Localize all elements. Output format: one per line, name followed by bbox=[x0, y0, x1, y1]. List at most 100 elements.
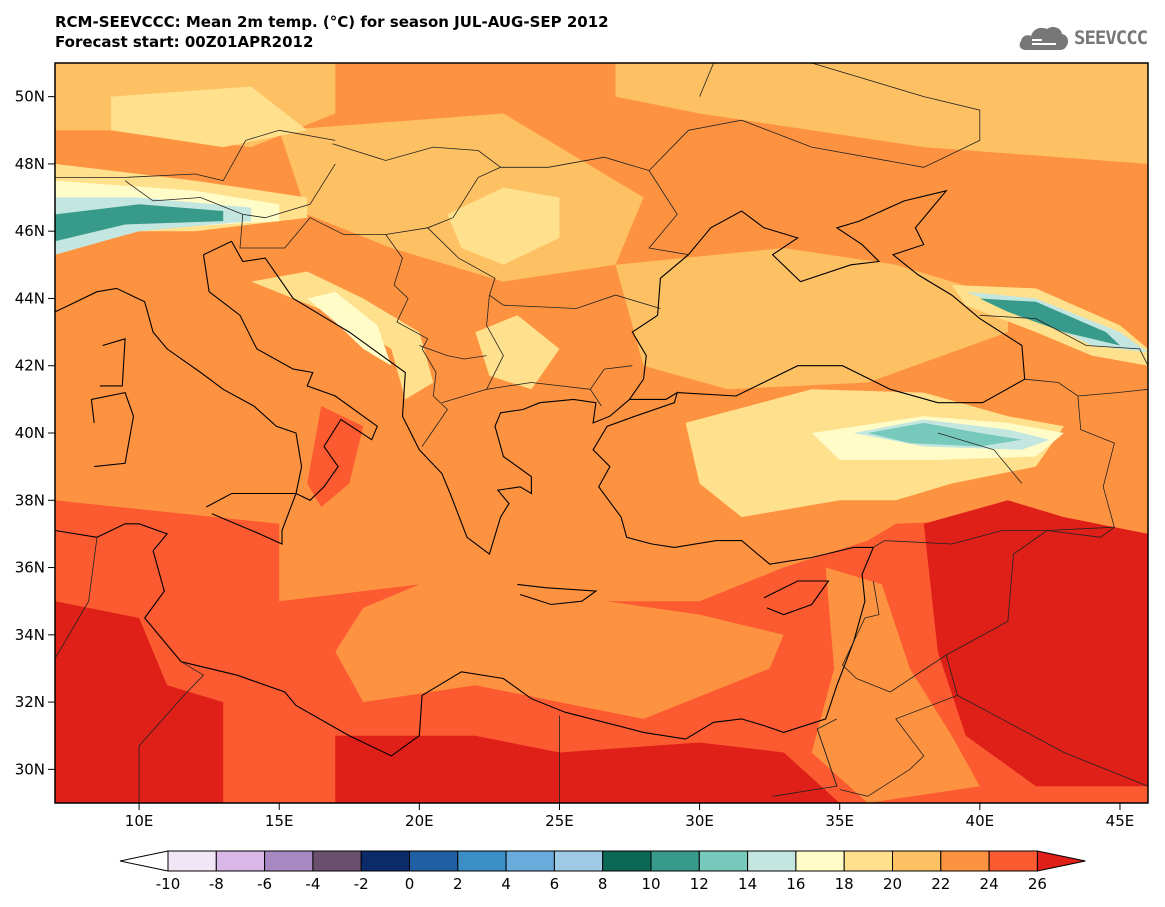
temp-region bbox=[979, 298, 1120, 346]
country-border bbox=[589, 389, 602, 407]
colorbar-bin bbox=[892, 850, 942, 872]
temp-region bbox=[335, 584, 784, 719]
colorbar-bin bbox=[360, 850, 411, 872]
lat-tick-label: 48N bbox=[15, 155, 45, 173]
coastline bbox=[629, 189, 1026, 404]
lat-tick-label: 42N bbox=[15, 357, 45, 375]
colorbar-bin bbox=[457, 850, 507, 872]
lon-tick-label: 40E bbox=[966, 812, 995, 830]
colorbar-tick-label: -4 bbox=[305, 875, 320, 893]
temp-region bbox=[55, 601, 224, 803]
colorbar-tick-label: -6 bbox=[257, 875, 272, 893]
country-border bbox=[856, 530, 1048, 693]
coastline bbox=[517, 583, 598, 606]
country-border bbox=[138, 661, 205, 803]
lon-tick-label: 25E bbox=[545, 812, 574, 830]
temp-region bbox=[615, 248, 1008, 390]
lat-tick-label: 50N bbox=[15, 88, 45, 106]
lat-tick-label: 46N bbox=[15, 222, 45, 240]
temp-region bbox=[251, 271, 434, 400]
colorbar-bin bbox=[264, 850, 314, 872]
lon-tick-label: 15E bbox=[265, 812, 294, 830]
lon-tick-label: 35E bbox=[825, 812, 854, 830]
lat-tick-label: 30N bbox=[15, 760, 45, 778]
temp-region bbox=[111, 86, 308, 148]
country-border bbox=[427, 227, 661, 309]
country-border bbox=[55, 537, 98, 659]
lat-tick-label: 32N bbox=[15, 693, 45, 711]
colorbar-high-arrow bbox=[1036, 850, 1086, 872]
colorbar-tick-label: 8 bbox=[598, 875, 608, 893]
lat-tick-label: 44N bbox=[15, 289, 45, 307]
logo-text: SEEVCCC bbox=[1074, 27, 1148, 49]
logo: SEEVCCC bbox=[1018, 22, 1148, 54]
country-border bbox=[1077, 395, 1115, 528]
country-border bbox=[957, 695, 1148, 787]
colorbar-bin bbox=[553, 850, 604, 872]
colorbar-bin bbox=[505, 850, 555, 872]
colorbar-bin bbox=[843, 850, 894, 872]
country-borders bbox=[55, 63, 1148, 803]
temp-region bbox=[811, 567, 980, 803]
country-border bbox=[937, 432, 1023, 484]
colorbar-tick-label: -10 bbox=[156, 875, 181, 893]
colorbar-tick-label: 6 bbox=[550, 875, 560, 893]
colorbar-tick-label: 4 bbox=[501, 875, 511, 893]
country-border bbox=[648, 63, 981, 171]
colorbar-tick-label: 24 bbox=[980, 875, 999, 893]
colorbar-tick-label: 26 bbox=[1028, 875, 1047, 893]
colorbar-tick-label: 16 bbox=[786, 875, 805, 893]
temp-region bbox=[615, 63, 1148, 164]
coastline bbox=[55, 240, 875, 757]
coastlines bbox=[55, 189, 1026, 757]
colorbar-bin bbox=[650, 850, 700, 872]
country-border bbox=[873, 526, 1115, 548]
colorbar-tick-label: 20 bbox=[883, 875, 902, 893]
country-border bbox=[55, 129, 336, 182]
colorbar-bin bbox=[312, 850, 362, 872]
colorbar-tick-label: 10 bbox=[641, 875, 660, 893]
forecast-start: Forecast start: 00Z01APR2012 bbox=[55, 33, 314, 51]
colorbar-bin bbox=[795, 850, 845, 872]
colorbar-bin bbox=[940, 850, 990, 872]
colorbar-bin bbox=[747, 850, 797, 872]
country-border bbox=[239, 214, 448, 447]
country-border bbox=[1047, 526, 1115, 538]
lat-tick-label: 40N bbox=[15, 424, 45, 442]
colorbar-bin bbox=[698, 850, 749, 872]
country-border bbox=[699, 63, 714, 97]
colorbar-tick-label: -2 bbox=[354, 875, 369, 893]
temp-region bbox=[447, 187, 560, 265]
country-border bbox=[842, 580, 880, 679]
country-border bbox=[772, 728, 838, 797]
lat-tick-label: 36N bbox=[15, 559, 45, 577]
temperature-fields bbox=[55, 63, 1148, 803]
latitude-axis: 30N 32N 34N 36N 38N 40N 42N 44N 46N 48N 50N bbox=[15, 88, 55, 778]
lat-tick-label: 34N bbox=[15, 626, 45, 644]
colorbar-tick-label: 0 bbox=[405, 875, 415, 893]
coastline bbox=[763, 580, 830, 616]
colorbar-bin bbox=[167, 850, 217, 872]
temp-region bbox=[923, 500, 1148, 787]
colorbar-low-arrow bbox=[119, 850, 169, 872]
colorbar-tick-label: 12 bbox=[690, 875, 709, 893]
colorbar-tick-label: 14 bbox=[738, 875, 757, 893]
colorbar: -10 -8 -6 -4 -2 0 2 4 6 8 10 12 14 16 18 20 22 24 26 bbox=[119, 850, 1086, 893]
colorbar-tick-label: 22 bbox=[931, 875, 950, 893]
country-border bbox=[419, 345, 487, 360]
coastline bbox=[206, 492, 297, 545]
colorbar-bin bbox=[602, 850, 652, 872]
coastline bbox=[99, 338, 126, 387]
lon-tick-label: 10E bbox=[125, 812, 154, 830]
colorbar-bin bbox=[215, 850, 266, 872]
cloud-icon bbox=[1019, 26, 1069, 50]
temp-region bbox=[307, 406, 364, 507]
colorbar-bin bbox=[409, 850, 459, 872]
coastline bbox=[90, 391, 135, 468]
lat-tick-label: 38N bbox=[15, 491, 45, 509]
colorbar-bin bbox=[988, 850, 1038, 872]
map-title: RCM-SEEVCCC: Mean 2m temp. (°C) for seas… bbox=[55, 13, 609, 31]
temp-region bbox=[335, 735, 840, 803]
temp-region bbox=[475, 315, 560, 390]
